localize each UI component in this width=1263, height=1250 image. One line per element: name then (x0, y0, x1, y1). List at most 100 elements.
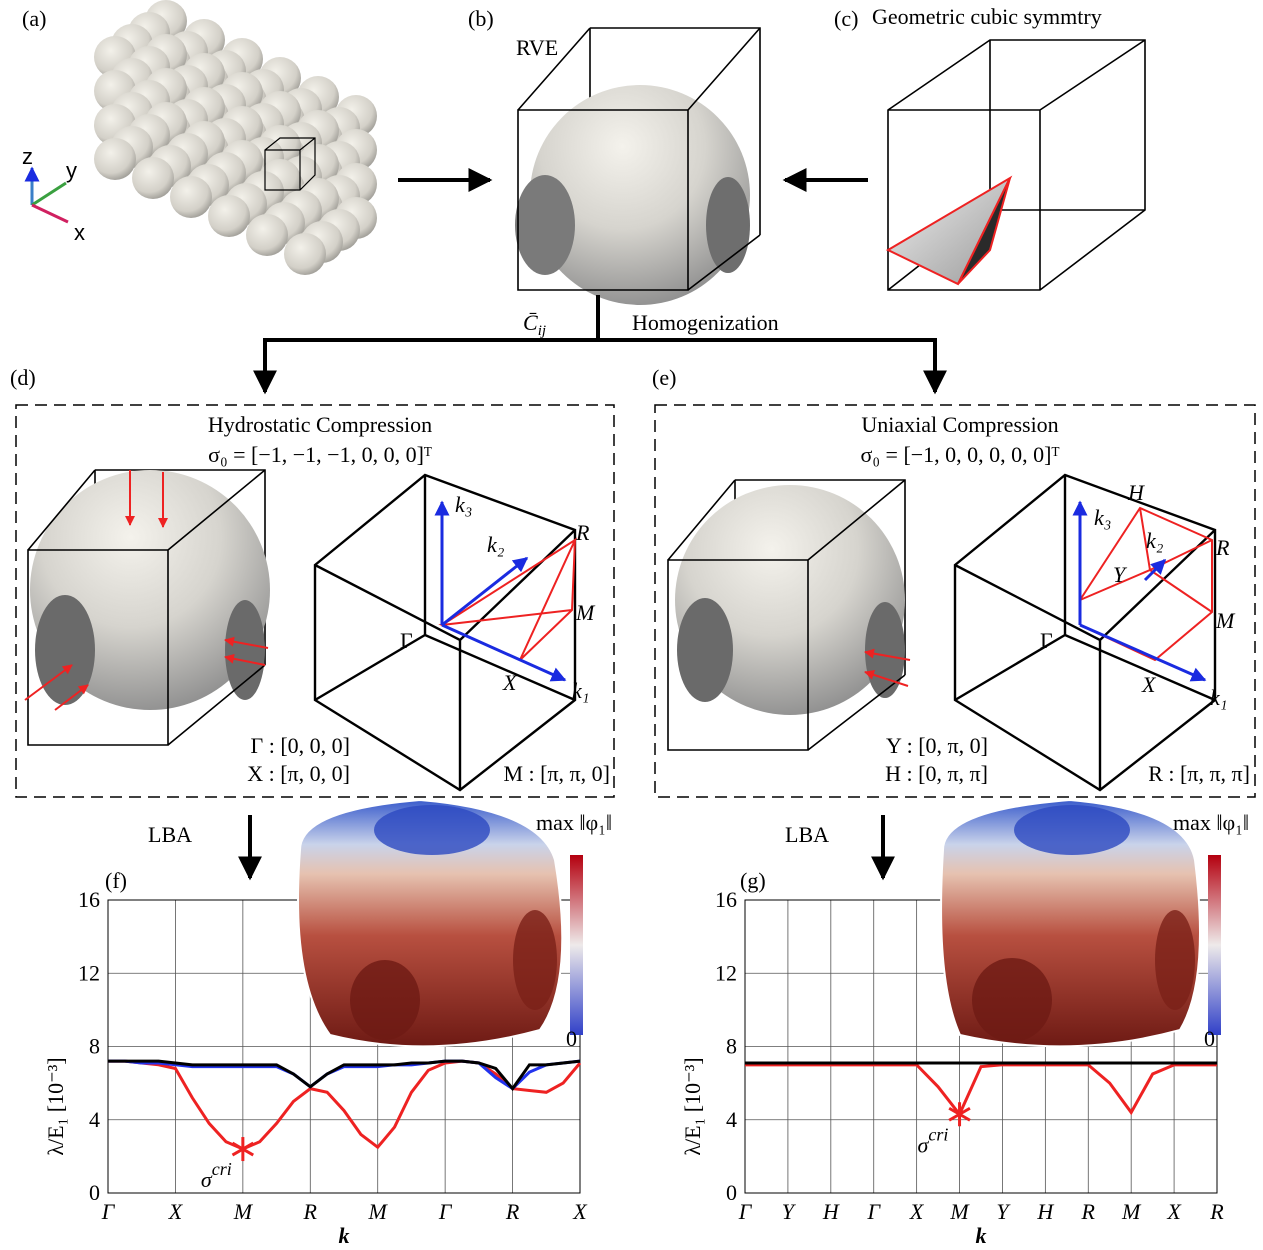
critical-marker (231, 1137, 254, 1162)
marker-stroke (948, 1106, 971, 1122)
bz-label: Γ (400, 628, 413, 653)
annotation: σcri (918, 1124, 949, 1157)
sphere (132, 157, 174, 199)
series-line (745, 1063, 1217, 1118)
load-title: Hydrostatic Compression (208, 412, 432, 437)
axis-y: y (66, 158, 77, 183)
critical-marker (948, 1102, 971, 1127)
tensor: C̄ij (523, 310, 546, 339)
sphere (284, 233, 326, 275)
point-def: M : [π, π, 0] (503, 761, 610, 786)
cell-outline (264, 137, 316, 191)
bz-label: X (502, 670, 518, 695)
sphere-pile (94, 0, 377, 275)
x-tick-label: X (168, 1199, 184, 1224)
series-line (108, 1059, 582, 1151)
panel-label: (b) (468, 6, 494, 31)
annotation-superscript: cri (928, 1124, 948, 1144)
x-tick-label: Y (996, 1199, 1011, 1224)
bz-label: k₃ (1094, 505, 1111, 530)
x-tick-label: R (505, 1199, 520, 1224)
tree-arrows (253, 295, 947, 395)
bz-label: k₃ (455, 492, 472, 517)
x-axis-label: k (976, 1223, 987, 1248)
homogenization-label: Homogenization (632, 310, 779, 335)
colorbar-label: max ‖φ₁‖ (536, 810, 612, 835)
point-def: X : [π, 0, 0] (247, 761, 350, 786)
y-tick-label: 8 (89, 1034, 100, 1059)
panel-label: (a) (22, 6, 46, 31)
panel-label: (f) (105, 868, 127, 893)
sphere (208, 195, 250, 237)
bz-label: H (1127, 480, 1145, 505)
x-tick-label: M (233, 1199, 254, 1224)
x-tick-label: M (368, 1199, 389, 1224)
x-tick-label: X (572, 1199, 588, 1224)
bz-label: Γ (1040, 628, 1053, 653)
y-tick-label: 16 (715, 887, 737, 912)
x-tick-label: M (949, 1199, 970, 1224)
rve-title: RVE (516, 35, 558, 60)
colorbar-min: 0 (566, 1026, 577, 1051)
rve-cube (515, 27, 761, 305)
sphere (246, 214, 288, 256)
bz-label: k₂ (487, 532, 505, 557)
sphere (94, 138, 136, 180)
y-tick-label: 8 (726, 1034, 737, 1059)
annotation-superscript: cri (212, 1159, 232, 1179)
x-axis-label: k (339, 1223, 350, 1248)
x-tick-label: Γ (101, 1199, 116, 1224)
panel-label: (g) (740, 868, 766, 893)
panel-label: (d) (10, 365, 36, 390)
brillouin-zone (953, 473, 1217, 792)
x-tick-label: M (1121, 1199, 1142, 1224)
bz-label: M (575, 600, 596, 625)
series-line (108, 1059, 581, 1092)
axes-triad: z y x (22, 144, 85, 245)
x-tick-label: X (909, 1199, 925, 1224)
sphere (170, 176, 212, 218)
axis-z: z (22, 144, 33, 169)
y-tick-label: 4 (89, 1107, 100, 1132)
y-tick-label: 0 (726, 1180, 737, 1205)
marker-stroke (231, 1141, 254, 1157)
annotation-symbol: σ (201, 1167, 213, 1192)
bz-label: k₂ (1146, 528, 1164, 553)
panel-label: (e) (652, 365, 676, 390)
x-tick-label: Y (782, 1199, 797, 1224)
stress: σ₀ = [−1, −1, −1, 0, 0, 0]ᵀ (208, 442, 432, 467)
point-def: Y : [0, π, 0] (886, 733, 988, 758)
axis-x: x (74, 220, 85, 245)
colorbar-label: max ‖φ₁‖ (1173, 810, 1249, 835)
lba-label: LBA (148, 822, 192, 847)
dashed-box (654, 404, 1256, 798)
x-tick-label: Γ (866, 1199, 881, 1224)
bz-label: k₁ (572, 678, 589, 703)
bz-label: Y (1113, 562, 1128, 587)
bz-label: M (1215, 608, 1236, 633)
bz-label: X (1141, 672, 1157, 697)
y-axis-label: λ/E₁ [10⁻³] (680, 1057, 705, 1155)
annotation: σcri (201, 1159, 232, 1192)
x-tick-label: R (303, 1199, 318, 1224)
bz-label: R (1215, 535, 1230, 560)
bz-label: R (575, 520, 590, 545)
tensor-subscript: ij (538, 323, 546, 339)
y-axis-label: λ/E₁ [10⁻³] (43, 1057, 68, 1155)
mode-shape (297, 798, 1221, 1048)
lba-label: LBA (785, 822, 829, 847)
series-line (108, 1059, 581, 1091)
point-def: R : [π, π, π] (1148, 761, 1250, 786)
bz-label: k₁ (1210, 685, 1227, 710)
y-tick-label: 12 (78, 960, 100, 985)
annotation-symbol: σ (918, 1132, 930, 1157)
symmetry-cube (885, 39, 1146, 291)
x-tick-label: R (1209, 1199, 1224, 1224)
symmetry-title: Geometric cubic symmtry (872, 4, 1102, 29)
tensor-symbol: C̄ (523, 310, 538, 335)
stress: σ₀ = [−1, 0, 0, 0, 0, 0]ᵀ (861, 442, 1060, 467)
panel-label: (c) (834, 6, 858, 31)
x-tick-label: R (1081, 1199, 1096, 1224)
